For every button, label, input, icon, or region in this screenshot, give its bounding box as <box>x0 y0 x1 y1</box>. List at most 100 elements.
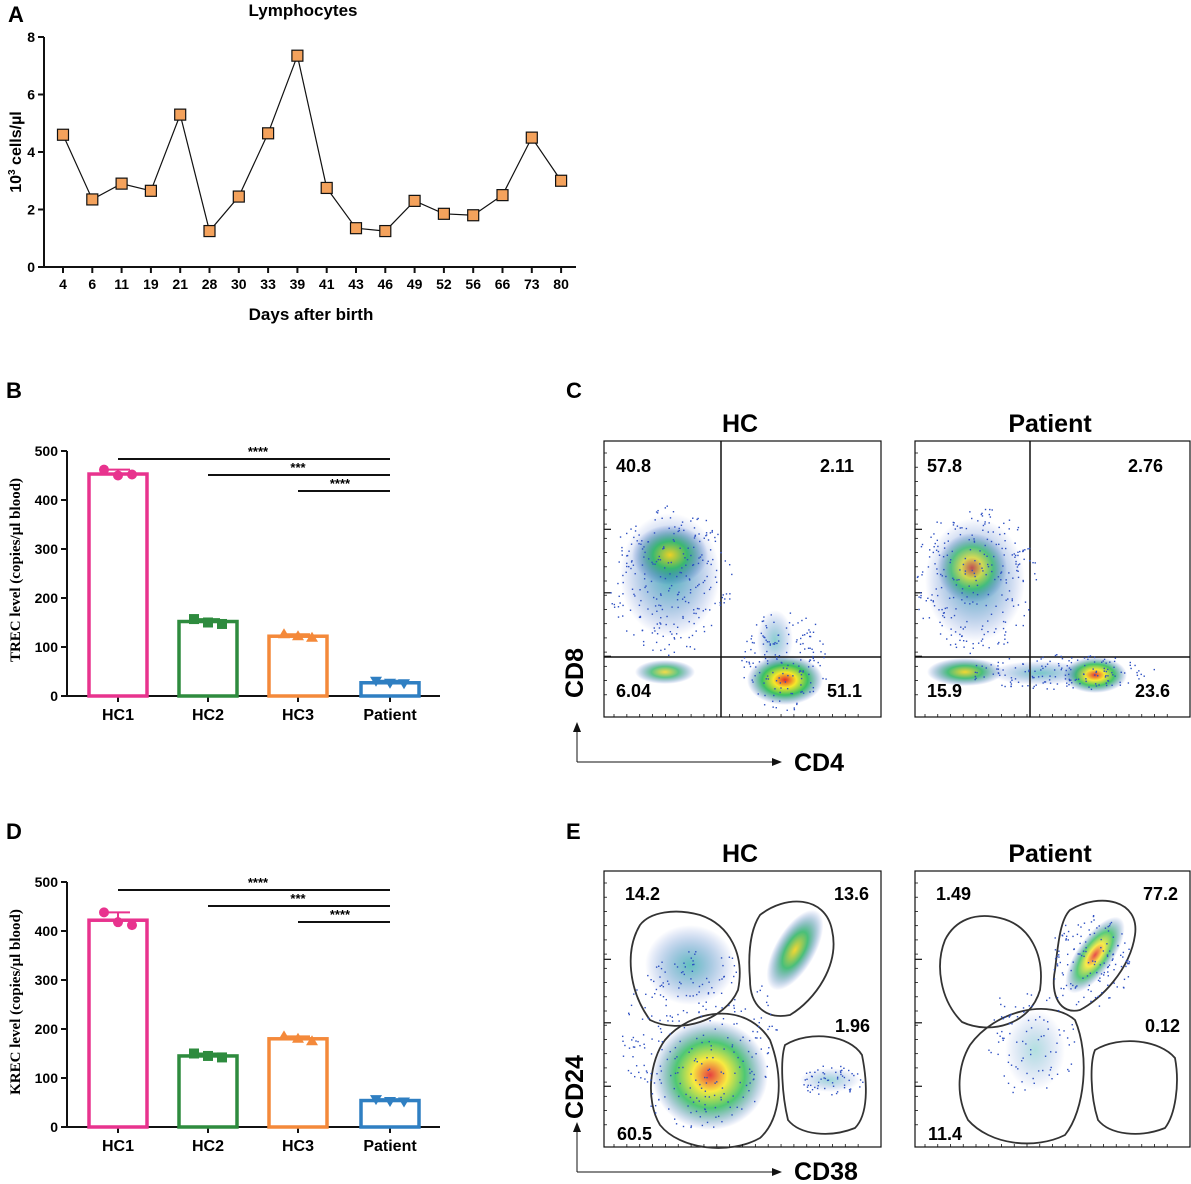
chart-d-ytick-label: 300 <box>35 972 59 988</box>
flow-c-hc-event <box>694 534 697 537</box>
flow-e-patient-ll-event <box>1051 1078 1053 1080</box>
flow-c-hc-event <box>676 593 679 596</box>
flow-c-patient-event <box>933 605 936 607</box>
chart-a-point <box>232 190 245 203</box>
flow-c-patient-q-ul: 57.8 <box>927 456 962 476</box>
flow-c-hc-cd4-event <box>801 619 803 622</box>
flow-c-hc-cd4-event <box>786 687 789 690</box>
flow-e-hc-event <box>659 1019 661 1022</box>
flow-c-patient-event <box>921 543 924 546</box>
flow-e-patient-event <box>1092 915 1095 918</box>
flow-c-patient-cd4-event <box>1092 668 1094 670</box>
flow-c-patient-cd4-event <box>1041 675 1044 678</box>
flow-c-patient-cd4-event <box>1088 686 1090 688</box>
flow-c-hc-cd4-event <box>792 624 794 626</box>
flow-c-patient-event <box>1011 554 1013 556</box>
flow-e-hc-event <box>680 982 682 985</box>
flow-e-hc-event <box>702 1005 704 1007</box>
chart-a-ylabel-rest: cells/µl <box>8 111 25 169</box>
flow-e-hc-event <box>736 1022 738 1025</box>
flow-c-hc-cd4-event <box>748 663 751 665</box>
flow-e-patient-ll-events <box>988 993 1076 1094</box>
flow-c-hc-cd4-event <box>798 671 801 673</box>
flow-e-hc-event <box>637 1040 639 1043</box>
flow-e-patient-event <box>1110 921 1113 924</box>
flow-e-hc-event <box>764 1075 767 1078</box>
flow-e-patient-event <box>1089 933 1091 936</box>
flow-e-hc-event <box>752 1030 754 1033</box>
flow-e-patient-event <box>1109 997 1111 999</box>
flow-e-hc-event <box>624 1044 626 1047</box>
flow-e-hc-event <box>706 1121 709 1124</box>
chart-b-ytick-label: 400 <box>35 492 59 508</box>
flow-e-hc-r-event <box>843 1076 846 1079</box>
flow-e-hc-event <box>733 1007 735 1009</box>
flow-e-patient-event <box>1122 956 1124 958</box>
flow-c-patient-event <box>964 626 966 628</box>
flow-c-patient-event <box>961 527 963 529</box>
flow-e-hc-event <box>714 1082 716 1084</box>
chart-a-xtick-label: 21 <box>172 276 188 292</box>
flow-c-hc-event <box>629 609 632 611</box>
flow-e-patient-event <box>1061 934 1063 936</box>
flow-e-hc-event <box>651 1015 653 1017</box>
flow-c-hc-cd4-event <box>780 661 783 664</box>
flow-c-hc-event <box>652 649 654 651</box>
flow-e-hc-r-event <box>835 1092 838 1095</box>
flow-c-patient-event <box>995 543 998 546</box>
flow-c-hc-cd4-event <box>765 625 767 627</box>
flow-c-patient-cd4-event <box>1075 678 1078 681</box>
flow-c-hc-event <box>682 615 684 618</box>
flow-c-patient-cd4-event <box>1032 677 1034 679</box>
flow-c-patient-event <box>951 550 953 553</box>
chart-d-ytick-label: 0 <box>50 1119 58 1135</box>
flow-e-hc-event <box>674 1057 676 1060</box>
flow-e-hc-g-r: 1.96 <box>835 1016 870 1036</box>
flow-e-patient-ll-event <box>1013 1086 1016 1089</box>
flow-c-hc-event <box>653 532 656 534</box>
flow-e-hc-event <box>690 957 692 959</box>
flow-c-patient-event <box>1003 643 1005 645</box>
flow-c-hc-event <box>660 649 662 652</box>
flow-e-hc-r-event <box>832 1085 835 1087</box>
flow-e-hc-g-ll: 60.5 <box>617 1124 652 1144</box>
flow-c-patient-event <box>989 508 991 511</box>
flow-c-patient-cd4-event <box>1107 675 1109 677</box>
flow-e-hc-event <box>742 1036 744 1038</box>
flow-c-patient-cd4-event <box>1035 684 1037 686</box>
flow-e-yaxis-label: CD24 <box>561 1055 589 1119</box>
chart-b-sig-label: **** <box>330 476 351 491</box>
flow-c-hc-cd4-event <box>753 642 755 644</box>
flow-c-patient-event <box>1023 614 1025 617</box>
flow-c-patient-event <box>1034 573 1036 575</box>
flow-c-hc-event <box>657 558 660 561</box>
flow-c-yaxis-label: CD8 <box>561 648 589 698</box>
flow-e-hc-event <box>630 1004 633 1007</box>
flow-c-patient-cd4-event <box>1070 661 1073 664</box>
flow-c-patient-cd4-event <box>1061 667 1063 669</box>
flow-e-hc-event <box>715 1116 717 1118</box>
flow-e-hc-event <box>659 1078 661 1081</box>
flow-c-hc-event <box>707 539 710 541</box>
flow-c-patient-event <box>920 545 923 548</box>
flow-c-patient-cd4-event <box>1002 662 1004 664</box>
flow-c-patient-cd4-event <box>1103 658 1106 661</box>
flow-e-patient-ll-event <box>988 1049 990 1051</box>
flow-c-patient-event <box>916 576 919 579</box>
flow-e-patient-event <box>1098 1005 1101 1007</box>
flow-e-hc-event <box>735 971 738 973</box>
flow-c-hc-cd4-event <box>792 675 794 677</box>
chart-a-xtick-label: 80 <box>553 276 569 292</box>
flow-c-patient-cd4-event <box>1089 655 1092 657</box>
flow-e-patient-event <box>1113 968 1115 971</box>
flow-e-patient-ll-event <box>1047 1028 1049 1030</box>
flow-c-hc-event <box>661 608 664 611</box>
flow-c-patient-event <box>998 641 1000 644</box>
flow-c-hc-cd4-event <box>766 641 769 643</box>
flow-c-patient-event <box>979 550 981 552</box>
flow-e-patient-ll-event <box>1048 1074 1050 1076</box>
flow-c-hc-cd4-event <box>804 648 806 650</box>
flow-c-hc-event <box>702 559 704 561</box>
flow-c-hc-event <box>688 620 690 623</box>
flow-c-hc-cd4-event <box>778 655 781 657</box>
